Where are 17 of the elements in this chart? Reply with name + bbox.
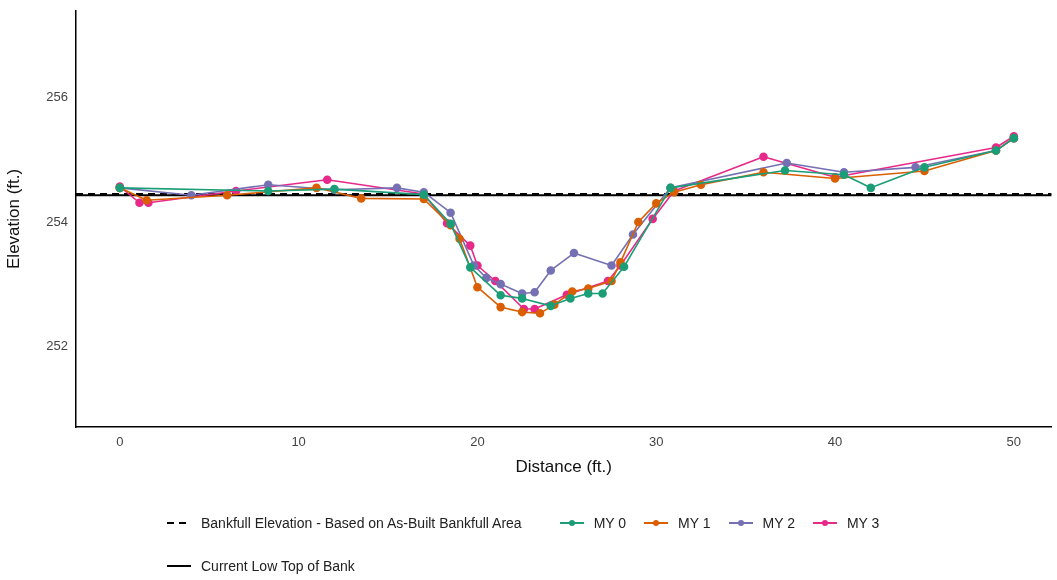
x-tick-label: 40 [827,434,843,450]
x-tick-label: 30 [649,434,664,450]
x-tick-label: 10 [291,434,306,450]
x-tick-label: 0 [116,434,124,450]
legend-label: MY 2 [762,515,795,531]
x-tick-label: 20 [470,434,485,450]
y-axis-title: Elevation (ft.) [3,168,23,269]
y-tick-label: 254 [46,213,68,229]
legend-label: MY 1 [678,515,711,531]
y-tick-label: 256 [46,89,68,105]
legend-label: MY 0 [593,515,627,531]
legend-label: Current Low Top of Bank [201,558,355,574]
legend-label: Bankfull Elevation - Based on As-Built Bankfull Area [201,515,522,531]
legend-label: MY 3 [846,515,880,531]
x-axis-title: Distance (ft.) [515,457,612,477]
y-tick-label: 252 [46,337,68,353]
x-tick-label: 50 [1006,434,1022,450]
